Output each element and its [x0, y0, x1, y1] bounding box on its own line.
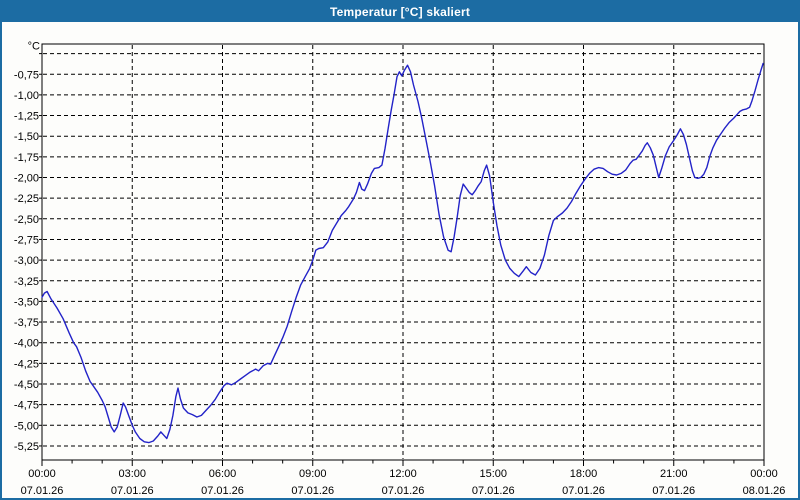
- y-axis-tick-label: -2,50: [14, 214, 39, 226]
- y-axis-tick-label: -4,50: [14, 379, 39, 391]
- y-axis-tick-label: -1,00: [14, 90, 39, 102]
- y-axis-tick-label: -2,25: [14, 193, 39, 205]
- x-axis-date-label: 07.01.26: [21, 485, 64, 497]
- y-axis-tick-label: -5,00: [14, 420, 39, 432]
- x-axis-date-label: 07.01.26: [382, 485, 425, 497]
- x-axis-time-label: 18:00: [570, 468, 598, 480]
- x-axis-time-label: 00:00: [28, 468, 56, 480]
- x-axis-time-label: 12:00: [389, 468, 417, 480]
- x-axis-time-label: 09:00: [299, 468, 327, 480]
- x-axis-time-label: 03:00: [118, 468, 146, 480]
- y-axis-tick-label: -3,25: [14, 276, 39, 288]
- x-axis-time-label: 15:00: [479, 468, 507, 480]
- x-axis-date-label: 07.01.26: [472, 485, 515, 497]
- window-title-bar[interactable]: Temperatur [°C] skaliert: [2, 2, 798, 22]
- y-axis-unit-label: °C: [28, 41, 40, 53]
- y-axis-tick-label: -4,75: [14, 400, 39, 412]
- y-axis-tick-label: -0,75: [14, 69, 39, 81]
- y-axis-tick-label: -4,00: [14, 338, 39, 350]
- x-axis-time-label: 21:00: [660, 468, 688, 480]
- x-axis-date-label: 08.01.26: [743, 485, 786, 497]
- temperature-chart: °C -0,75 -1,00 -1,25 -1,50 -1,75 -2,00 -2,25 -2,…: [14, 41, 786, 497]
- y-axis-tick-label: -1,50: [14, 131, 39, 143]
- x-axis-date-label: 07.01.26: [652, 485, 695, 497]
- y-axis-tick-label: -3,00: [14, 255, 39, 267]
- x-axis-date-label: 07.01.26: [562, 485, 605, 497]
- y-axis-tick-label: -1,75: [14, 152, 39, 164]
- x-axis-time-label: 00:00: [750, 468, 778, 480]
- x-axis-date-label: 07.01.26: [111, 485, 154, 497]
- y-axis-tick-label: -3,75: [14, 317, 39, 329]
- window-title: Temperatur [°C] skaliert: [329, 5, 471, 19]
- y-axis-tick-label: -2,75: [14, 234, 39, 246]
- y-axis-tick-label: -4,25: [14, 358, 39, 370]
- y-axis-tick-label: -1,25: [14, 111, 39, 123]
- x-axis-date-label: 07.01.26: [291, 485, 334, 497]
- x-axis-date-label: 07.01.26: [201, 485, 244, 497]
- y-axis-tick-label: -3,50: [14, 296, 39, 308]
- y-axis-tick-label: -5,25: [14, 441, 39, 453]
- temperature-series-line: [41, 62, 764, 444]
- x-axis-time-label: 06:00: [209, 468, 237, 480]
- y-axis-tick-label: -2,00: [14, 173, 39, 185]
- plot-border: [41, 43, 765, 461]
